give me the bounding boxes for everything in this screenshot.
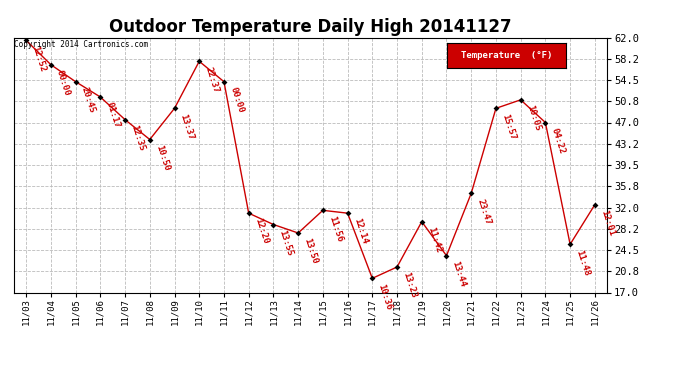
Text: 12:35: 12:35 xyxy=(129,124,146,152)
Text: 12:01: 12:01 xyxy=(599,209,616,237)
Text: 12:20: 12:20 xyxy=(253,217,270,246)
Text: 00:00: 00:00 xyxy=(228,86,245,114)
Text: 20:45: 20:45 xyxy=(80,86,97,114)
Text: Copyright 2014 Cartronics.com: Copyright 2014 Cartronics.com xyxy=(14,40,148,49)
Text: 13:55: 13:55 xyxy=(277,229,295,257)
Text: 10:36: 10:36 xyxy=(377,282,393,311)
Text: 23:47: 23:47 xyxy=(475,198,492,226)
Text: 00:00: 00:00 xyxy=(55,69,72,97)
Text: 10:50: 10:50 xyxy=(154,144,171,172)
Text: 15:57: 15:57 xyxy=(500,112,517,141)
Text: 11:56: 11:56 xyxy=(327,214,344,243)
Text: 22:37: 22:37 xyxy=(204,66,220,94)
Text: 11:48: 11:48 xyxy=(574,249,591,277)
Text: 13:50: 13:50 xyxy=(302,237,319,266)
Text: 04:22: 04:22 xyxy=(549,127,566,155)
Text: 13:37: 13:37 xyxy=(179,112,195,141)
Text: 11:42: 11:42 xyxy=(426,226,443,254)
Text: 13:44: 13:44 xyxy=(451,260,468,288)
Text: 12:14: 12:14 xyxy=(352,217,368,246)
Title: Outdoor Temperature Daily High 20141127: Outdoor Temperature Daily High 20141127 xyxy=(109,18,512,36)
Text: 10:05: 10:05 xyxy=(525,104,542,132)
Text: 01:17: 01:17 xyxy=(104,101,121,129)
Text: 13:23: 13:23 xyxy=(401,271,418,300)
Text: 12:52: 12:52 xyxy=(30,45,47,73)
